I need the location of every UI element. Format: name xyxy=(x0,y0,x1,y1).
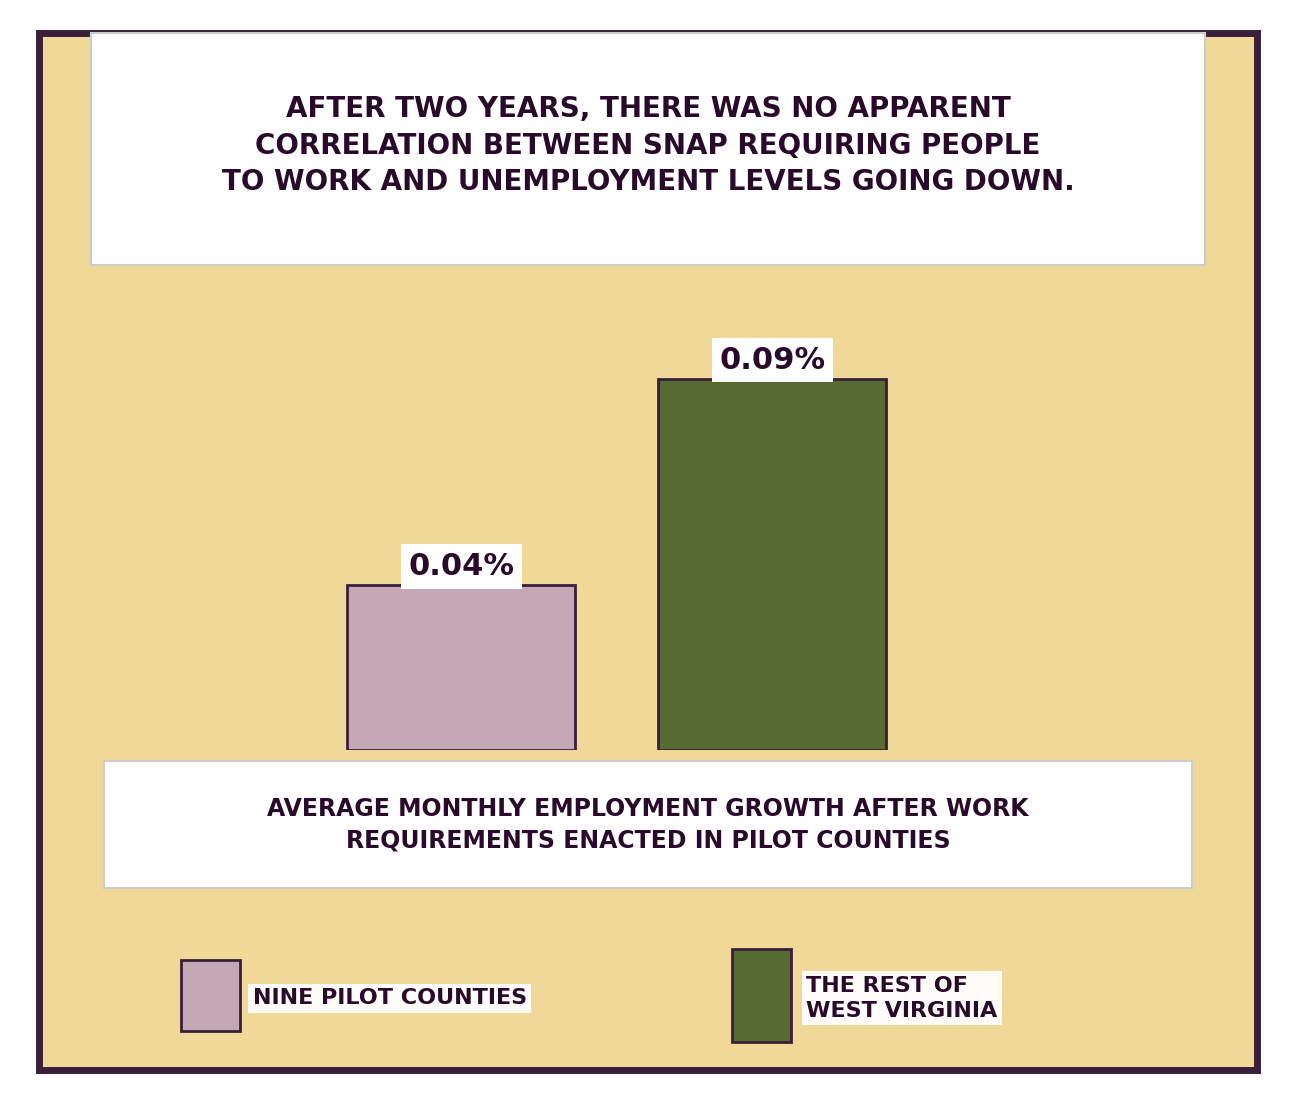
Text: 0.09%: 0.09% xyxy=(719,345,826,375)
Text: AFTER TWO YEARS, THERE WAS NO APPARENT
CORRELATION BETWEEN SNAP REQUIRING PEOPLE: AFTER TWO YEARS, THERE WAS NO APPARENT C… xyxy=(222,95,1074,196)
Text: 0.04%: 0.04% xyxy=(408,552,515,581)
Text: AVERAGE MONTHLY EMPLOYMENT GROWTH AFTER WORK
REQUIREMENTS ENACTED IN PILOT COUNT: AVERAGE MONTHLY EMPLOYMENT GROWTH AFTER … xyxy=(267,797,1029,853)
Text: THE REST OF
WEST VIRGINIA: THE REST OF WEST VIRGINIA xyxy=(806,976,998,1020)
Text: NINE PILOT COUNTIES: NINE PILOT COUNTIES xyxy=(253,988,527,1008)
Bar xyxy=(347,585,575,750)
Bar xyxy=(658,378,886,750)
